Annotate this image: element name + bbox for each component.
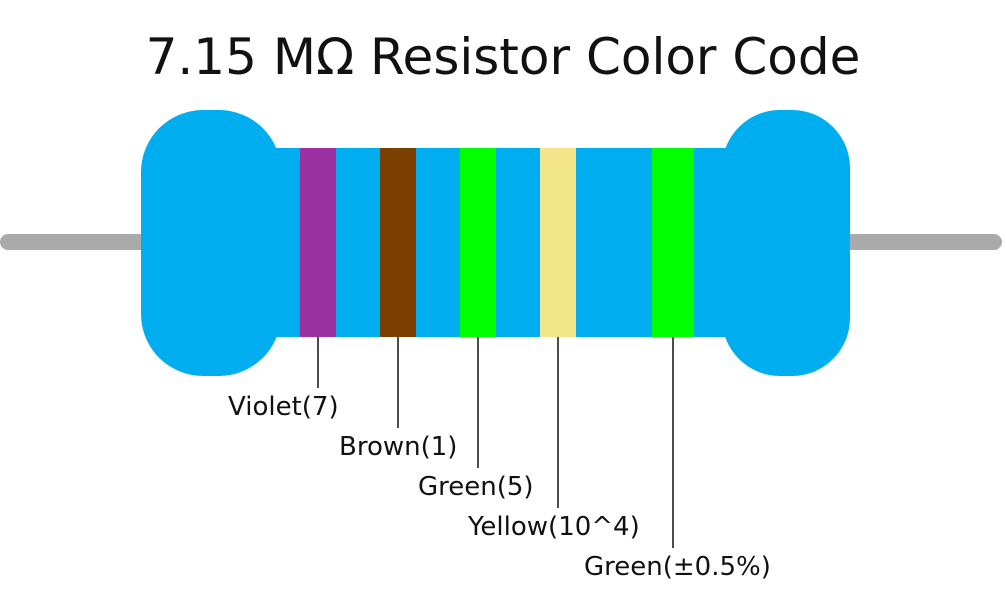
color-band-tolerance (652, 148, 694, 337)
band-2-label: Brown(1) (339, 432, 457, 462)
color-band-3 (460, 148, 496, 337)
resistor-cap-right (722, 110, 850, 376)
band-1-label: Violet(7) (228, 392, 339, 422)
color-band-1 (300, 148, 336, 337)
color-band-multiplier (540, 148, 576, 337)
band-multiplier-label: Yellow(10^4) (467, 512, 640, 542)
resistor-cap-left (141, 110, 281, 376)
band-3-label: Green(5) (418, 472, 534, 502)
color-band-2 (380, 148, 416, 337)
band-tolerance-label: Green(±0.5%) (584, 552, 771, 582)
page-title: 7.15 MΩ Resistor Color Code (145, 28, 861, 86)
